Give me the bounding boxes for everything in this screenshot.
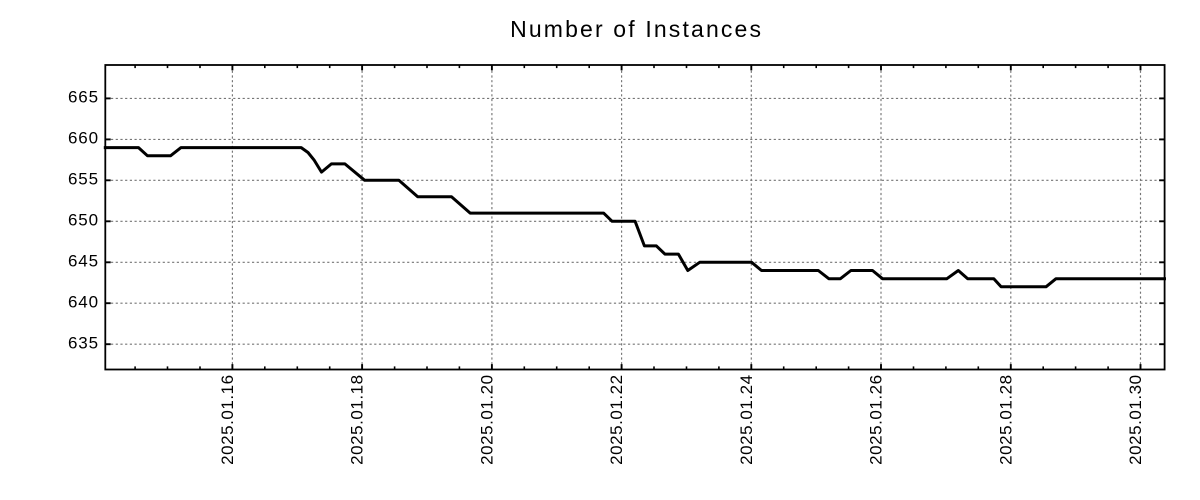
svg-text:2025.01.18: 2025.01.18 (348, 374, 367, 465)
svg-text:2025.01.28: 2025.01.28 (996, 374, 1015, 465)
svg-text:665: 665 (68, 88, 99, 107)
svg-text:660: 660 (68, 129, 99, 148)
svg-text:650: 650 (68, 211, 99, 230)
svg-text:Number of Instances: Number of Instances (510, 16, 763, 42)
svg-text:2025.01.16: 2025.01.16 (218, 374, 237, 465)
svg-text:2025.01.30: 2025.01.30 (1126, 374, 1145, 465)
svg-text:640: 640 (68, 292, 99, 311)
svg-text:2025.01.22: 2025.01.22 (607, 374, 626, 465)
svg-text:2025.01.26: 2025.01.26 (867, 374, 886, 465)
svg-text:645: 645 (68, 252, 99, 271)
svg-text:2025.01.24: 2025.01.24 (737, 374, 756, 465)
svg-text:655: 655 (68, 170, 99, 189)
svg-text:2025.01.20: 2025.01.20 (478, 374, 497, 465)
svg-text:635: 635 (68, 333, 99, 352)
